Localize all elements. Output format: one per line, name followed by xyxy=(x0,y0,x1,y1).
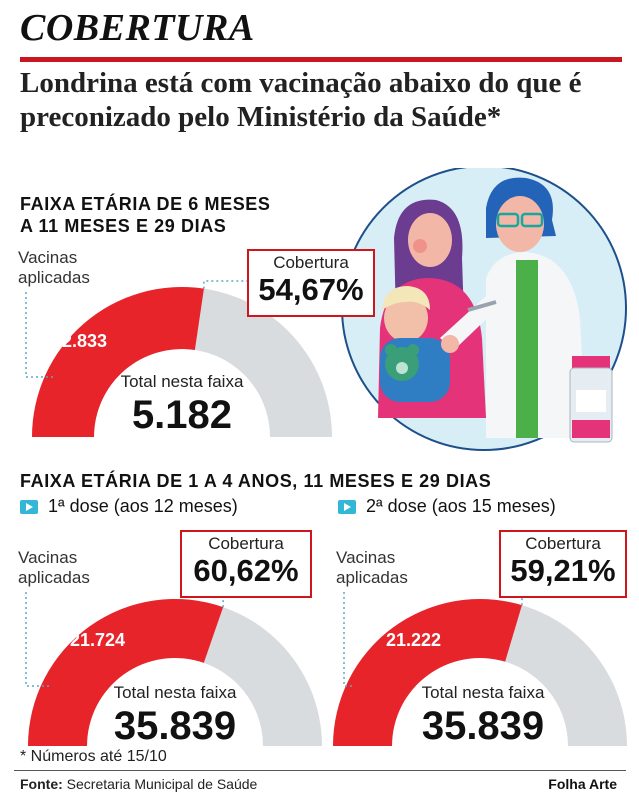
dose1-coverage-box: Cobertura 60,62% xyxy=(180,530,312,598)
dose1-coverage-label: Cobertura xyxy=(208,534,284,553)
group1-applied-caption-line1: Vacinas xyxy=(18,248,78,267)
source-line: Fonte: Secretaria Municipal de Saúde xyxy=(20,776,257,792)
group1-coverage-box: Cobertura 54,67% xyxy=(247,249,375,317)
dose1-label-text: 1ª dose (aos 12 meses) xyxy=(48,496,238,516)
teddy-bear-icon xyxy=(385,344,419,381)
dose1-applied-caption-line2: aplicadas xyxy=(18,568,90,587)
play-arrow-icon xyxy=(20,499,38,514)
dose2-applied-value: 21.222 xyxy=(386,630,442,650)
dose1-total-value: 35.839 xyxy=(113,704,237,748)
section-title: COBERTURA xyxy=(20,7,255,49)
group1-coverage-value: 54,67% xyxy=(258,272,364,307)
gauge-3-applied-arc xyxy=(333,598,522,746)
group2-heading: FAIXA ETÁRIA DE 1 A 4 ANOS, 11 MESES E 2… xyxy=(20,471,492,491)
title-rule xyxy=(20,57,622,62)
group1-heading: FAIXA ETÁRIA DE 6 MESES A 11 MESES E 29 … xyxy=(20,193,271,237)
group1-total-value: 5.182 xyxy=(131,393,233,437)
dose2-total-label: Total nesta faixa xyxy=(421,683,545,702)
footer-rule xyxy=(14,770,626,771)
gauge-2-applied-arc xyxy=(28,598,224,746)
gauge-3-applied-leader xyxy=(343,592,355,687)
dose1-total-label: Total nesta faixa xyxy=(113,683,237,702)
group1-applied-caption: Vacinas aplicadas xyxy=(18,248,90,288)
play-arrow-icon xyxy=(338,499,356,514)
group1-coverage-label: Cobertura xyxy=(273,253,349,272)
dose1-applied-caption: Vacinas aplicadas xyxy=(18,548,90,588)
dose2-label: 2ª dose (aos 15 meses) xyxy=(338,496,556,517)
gauge-1-applied-leader xyxy=(25,292,54,378)
group1-applied-caption-line2: aplicadas xyxy=(18,268,90,287)
dose1-applied-value: 21.724 xyxy=(70,630,126,650)
gauge-1-coverage-leader xyxy=(203,280,247,289)
footnote: * Números até 15/10 xyxy=(20,748,167,765)
headline: Londrina está com vacinação abaixo do qu… xyxy=(20,67,582,133)
credit: Folha Arte xyxy=(548,776,617,792)
dose2-applied-caption-line2: aplicadas xyxy=(336,568,408,587)
dose2-coverage-box: Cobertura 59,21% xyxy=(499,530,627,598)
dose1-applied-caption-line1: Vacinas xyxy=(18,548,78,567)
dose2-coverage-label: Cobertura xyxy=(525,534,601,553)
group1-heading-line1: FAIXA ETÁRIA DE 6 MESES xyxy=(20,194,271,214)
gauge-2-applied-leader xyxy=(25,592,50,687)
dose2-applied-caption: Vacinas aplicadas xyxy=(336,548,408,588)
dose1-coverage-value: 60,62% xyxy=(193,553,299,588)
dose2-label-text: 2ª dose (aos 15 meses) xyxy=(366,496,556,516)
group1-total-label: Total nesta faixa xyxy=(120,372,244,391)
dose2-applied-caption-line1: Vacinas xyxy=(336,548,396,567)
nurse-icon xyxy=(440,177,586,438)
source-label: Fonte: xyxy=(20,776,63,792)
vaccine-vial-icon xyxy=(569,356,613,443)
group1-heading-line2: A 11 MESES E 29 DIAS xyxy=(20,216,227,236)
gauge-1-applied-arc xyxy=(32,287,204,437)
dose1-label: 1ª dose (aos 12 meses) xyxy=(20,496,238,517)
dose2-total-value: 35.839 xyxy=(421,704,545,748)
source-text: Secretaria Municipal de Saúde xyxy=(62,776,258,792)
dose2-coverage-value: 59,21% xyxy=(510,553,616,588)
group1-applied-value: 2.833 xyxy=(62,331,108,351)
